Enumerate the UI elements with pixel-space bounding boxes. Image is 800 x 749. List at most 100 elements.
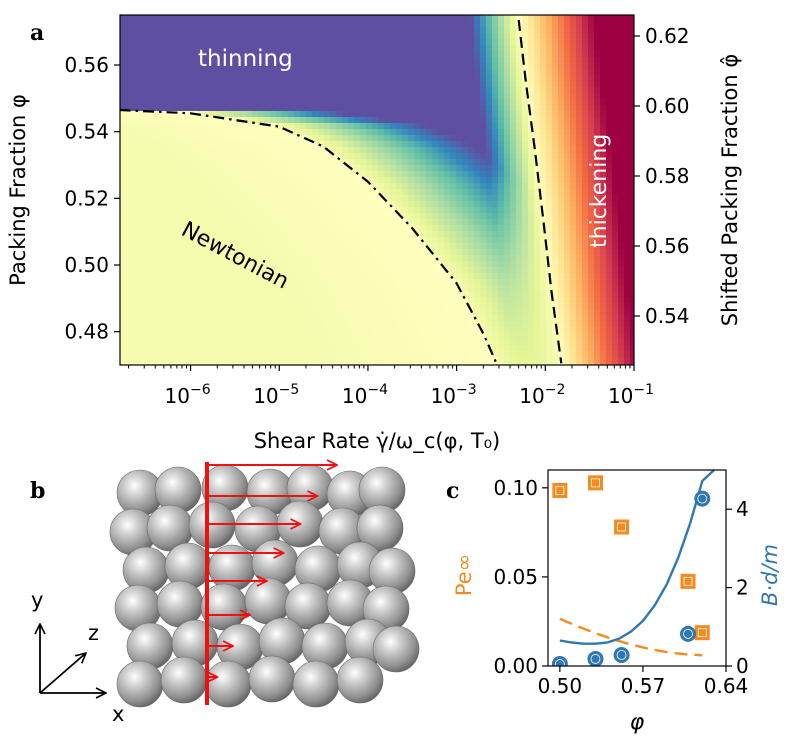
heatmap-cell xyxy=(426,327,433,334)
heatmap-cell xyxy=(144,27,151,34)
heatmap-cell xyxy=(576,135,583,142)
heatmap-cell xyxy=(378,159,385,166)
heatmap-cell xyxy=(540,321,547,328)
heatmap-cell xyxy=(294,171,301,178)
heatmap-cell xyxy=(378,129,385,136)
heatmap-cell xyxy=(270,321,277,328)
heatmap-cell xyxy=(258,279,265,286)
heatmap-cell xyxy=(474,93,481,100)
heatmap-cell xyxy=(162,63,169,70)
heatmap-cell xyxy=(474,345,481,352)
heatmap-cell xyxy=(288,69,295,76)
heatmap-cell xyxy=(480,243,487,250)
heatmap-cell xyxy=(420,15,427,22)
heatmap-cell xyxy=(354,351,361,358)
heatmap-cell xyxy=(468,129,475,136)
heatmap-cell xyxy=(324,57,331,64)
heatmap-cell xyxy=(366,225,373,232)
heatmap-cell xyxy=(552,279,559,286)
heatmap-cell xyxy=(216,267,223,274)
heatmap-cell xyxy=(336,357,343,364)
heatmap-cell xyxy=(336,81,343,88)
heatmap-cell xyxy=(144,153,151,160)
heatmap-cell xyxy=(378,183,385,190)
heatmap-cell xyxy=(570,39,577,46)
heatmap-cell xyxy=(324,291,331,298)
heatmap-cell xyxy=(504,57,511,64)
heatmap-cell xyxy=(564,327,571,334)
heatmap-cell xyxy=(498,33,505,40)
heatmap-cell xyxy=(186,219,193,226)
heatmap-cell xyxy=(324,45,331,52)
heatmap-cell xyxy=(534,99,541,106)
heatmap-cell xyxy=(612,75,619,82)
heatmap-cell xyxy=(222,39,229,46)
heatmap-cell xyxy=(258,39,265,46)
heatmap-cell xyxy=(276,243,283,250)
heatmap-cell xyxy=(354,87,361,94)
heatmap-cell xyxy=(270,39,277,46)
heatmap-cell xyxy=(552,99,559,106)
heatmap-cell xyxy=(138,285,145,292)
heatmap-cell xyxy=(180,339,187,346)
heatmap-cell xyxy=(402,171,409,178)
heatmap-cell xyxy=(246,117,253,124)
heatmap-cell xyxy=(300,267,307,274)
heatmap-cell xyxy=(468,297,475,304)
heatmap-cell xyxy=(300,273,307,280)
heatmap-cell xyxy=(480,129,487,136)
heatmap-cell xyxy=(564,351,571,358)
heatmap-cell xyxy=(276,177,283,184)
heatmap-cell xyxy=(366,111,373,118)
heatmap-cell xyxy=(468,87,475,94)
heatmap-cell xyxy=(174,75,181,82)
heatmap-cell xyxy=(402,291,409,298)
heatmap-cell xyxy=(576,333,583,340)
heatmap-cell xyxy=(270,15,277,22)
heatmap-cell xyxy=(366,261,373,268)
heatmap-cell xyxy=(420,147,427,154)
heatmap-cell xyxy=(234,57,241,64)
heatmap-cell xyxy=(162,171,169,178)
heatmap-cell xyxy=(618,63,625,70)
heatmap-cell xyxy=(216,297,223,304)
heatmap-cell xyxy=(528,87,535,94)
heatmap-cell xyxy=(378,357,385,364)
heatmap-cell xyxy=(492,333,499,340)
heatmap-cell xyxy=(258,327,265,334)
heatmap-cell xyxy=(294,237,301,244)
heatmap-cell xyxy=(342,309,349,316)
heatmap-cell xyxy=(330,261,337,268)
heatmap-cell xyxy=(216,99,223,106)
heatmap-cell xyxy=(216,129,223,136)
heatmap-cell xyxy=(342,333,349,340)
heatmap-cell xyxy=(540,15,547,22)
heatmap-cell xyxy=(480,339,487,346)
heatmap-cell xyxy=(480,297,487,304)
heatmap-cell xyxy=(174,57,181,64)
heatmap-cell xyxy=(378,267,385,274)
heatmap-cell xyxy=(204,345,211,352)
heatmap-cell xyxy=(168,321,175,328)
heatmap-cell xyxy=(312,315,319,322)
heatmap-cell xyxy=(624,237,631,244)
heatmap-cell xyxy=(366,243,373,250)
heatmap-cell xyxy=(600,243,607,250)
heatmap-cell xyxy=(372,291,379,298)
heatmap-cell xyxy=(300,99,307,106)
heatmap-cell xyxy=(606,285,613,292)
heatmap-cell xyxy=(378,213,385,220)
heatmap-cell xyxy=(204,243,211,250)
heatmap-cell xyxy=(540,357,547,364)
heatmap-cell xyxy=(138,225,145,232)
heatmap-cell xyxy=(168,213,175,220)
heatmap-cell xyxy=(138,153,145,160)
heatmap-cell xyxy=(552,219,559,226)
heatmap-cell xyxy=(210,171,217,178)
heatmap-cell xyxy=(228,285,235,292)
heatmap-cell xyxy=(546,75,553,82)
heatmap-cell xyxy=(306,159,313,166)
heatmap-cell xyxy=(534,141,541,148)
heatmap-cell xyxy=(606,309,613,316)
heatmap-cell xyxy=(264,213,271,220)
